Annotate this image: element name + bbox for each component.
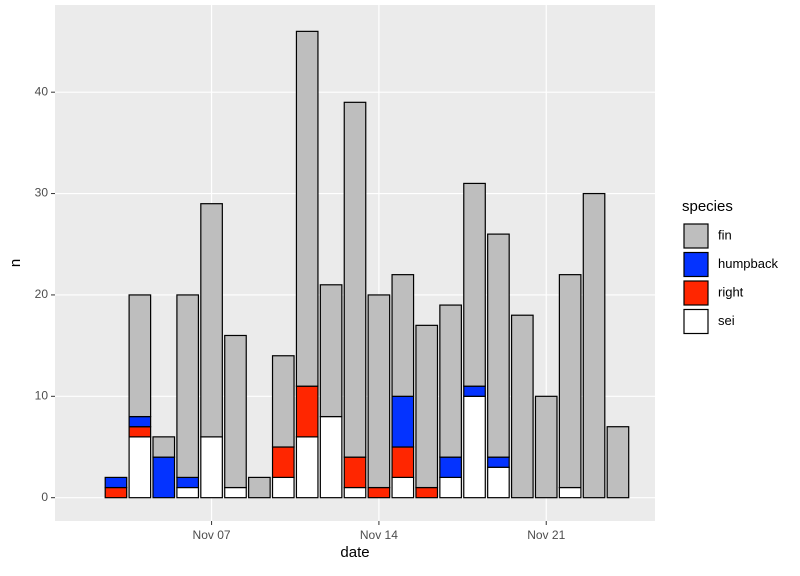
bar-segment xyxy=(558,486,582,499)
bar-segment xyxy=(367,486,391,499)
bar-segment xyxy=(224,486,247,499)
y-tick-label: 30 xyxy=(35,186,49,200)
bar-segment xyxy=(487,456,510,468)
y-tick-label: 20 xyxy=(35,287,49,301)
bar-segment xyxy=(295,436,319,499)
x-tick-label: Nov 14 xyxy=(360,528,398,542)
bar-segment xyxy=(391,476,415,499)
x-tick-label: Nov 07 xyxy=(193,528,231,542)
bar-segment xyxy=(391,446,415,479)
bar-segment xyxy=(152,456,176,499)
bar-segment xyxy=(463,182,486,387)
bar-segment xyxy=(487,233,510,458)
bar-segment xyxy=(343,101,367,458)
bar-segment xyxy=(343,456,367,489)
bar-segment xyxy=(104,486,128,499)
legend-label: right xyxy=(718,284,744,299)
bar-segment xyxy=(415,324,439,489)
bar-segment xyxy=(152,436,176,458)
y-tick-label: 40 xyxy=(35,84,49,98)
bar-segment xyxy=(128,415,152,428)
bar-segment xyxy=(200,436,223,499)
legend-key xyxy=(683,251,709,278)
legend-key xyxy=(683,223,709,249)
bar-segment xyxy=(271,446,295,479)
bar-segment xyxy=(176,476,200,489)
legend-label: sei xyxy=(718,313,735,328)
x-tick-label: Nov 21 xyxy=(527,528,565,542)
bar-segment xyxy=(439,456,462,479)
bar-segment xyxy=(295,385,319,438)
y-tick-label: 10 xyxy=(35,388,49,402)
y-axis-label: n xyxy=(7,259,24,267)
legend-key xyxy=(683,308,709,335)
bar-segment xyxy=(463,395,486,499)
bar-segment xyxy=(200,203,223,438)
bar-segment xyxy=(510,314,534,499)
bar-segment xyxy=(319,284,343,418)
bar-segment xyxy=(128,426,152,438)
bar-segment xyxy=(558,274,582,489)
bar-segment xyxy=(391,395,415,448)
bar-segment xyxy=(176,294,200,479)
bar-segment xyxy=(439,304,462,458)
bar-segment xyxy=(391,274,415,397)
bar-segment xyxy=(271,476,295,499)
bar-segment xyxy=(487,466,510,499)
bar-segment xyxy=(271,355,295,448)
bar-segment xyxy=(224,334,247,489)
legend-key xyxy=(683,280,709,306)
bar-segment xyxy=(248,476,271,499)
bar-segment xyxy=(534,395,558,499)
legend-label: fin xyxy=(718,227,732,242)
bar-segment xyxy=(128,436,152,499)
x-axis-label: date xyxy=(340,544,369,561)
bar-segment xyxy=(295,30,319,387)
bar-segment xyxy=(343,486,367,499)
legend-label: humpback xyxy=(718,256,778,271)
bar-segment xyxy=(104,476,128,489)
bar-segment xyxy=(319,415,343,499)
bar-segment xyxy=(439,476,462,499)
bar-segment xyxy=(463,385,486,397)
bar-segment xyxy=(582,192,606,499)
legend-title: species xyxy=(682,198,733,215)
bar-segment xyxy=(415,486,439,499)
bar-segment xyxy=(176,486,200,499)
bar-segment xyxy=(367,294,391,489)
bar-segment xyxy=(128,294,152,418)
bar-segment xyxy=(606,426,630,499)
y-tick-label: 0 xyxy=(41,490,48,504)
